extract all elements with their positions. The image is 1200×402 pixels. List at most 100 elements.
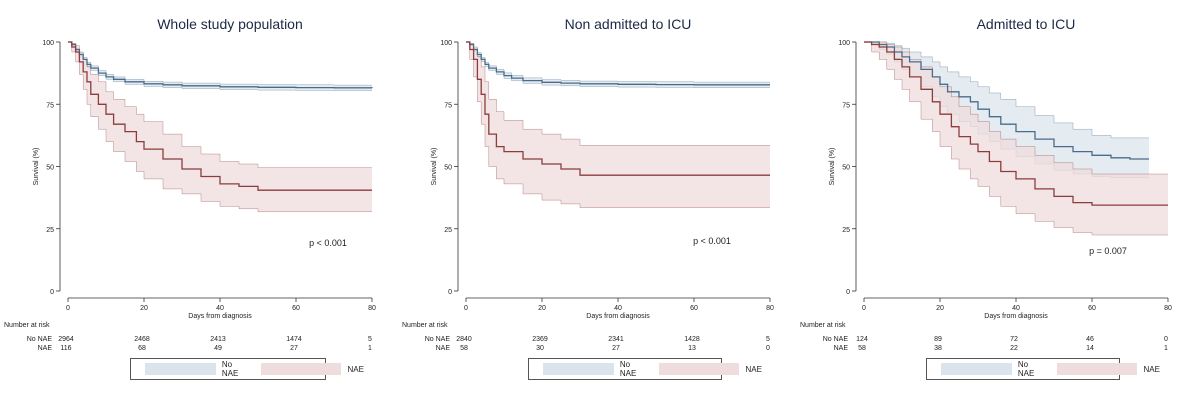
x-axis-label: Days from diagnosis — [984, 313, 1048, 320]
y-tick-label: 75 — [444, 102, 452, 109]
risk-count: 5 — [766, 336, 770, 343]
y-tick-label: 75 — [46, 102, 54, 109]
y-tick-label: 25 — [444, 227, 452, 234]
legend-label-no-nae: No NAE — [221, 360, 239, 378]
risk-count: 89 — [934, 336, 942, 343]
risk-row-label: No NAE — [425, 336, 451, 343]
y-tick-label: 0 — [448, 289, 452, 296]
x-tick-label: 80 — [368, 305, 376, 312]
p-value-annotation: p < 0.001 — [309, 238, 347, 248]
x-tick-label: 60 — [690, 305, 698, 312]
x-tick-label: 40 — [614, 305, 622, 312]
risk-count: 46 — [1086, 336, 1094, 343]
risk-count: 27 — [612, 345, 620, 352]
y-tick-label: 100 — [838, 40, 850, 47]
ci-upper-nae — [864, 41, 1168, 175]
risk-count: 1 — [368, 345, 372, 352]
risk-count: 27 — [290, 345, 298, 352]
risk-count: 1474 — [286, 336, 302, 343]
x-tick-label: 80 — [1164, 305, 1172, 312]
x-tick-label: 0 — [464, 305, 468, 312]
risk-count: 5 — [368, 336, 372, 343]
legend: No NAE NAE — [528, 358, 762, 380]
p-value-annotation: p < 0.001 — [693, 236, 731, 246]
risk-count: 30 — [536, 345, 544, 352]
risk-count: 2369 — [532, 336, 548, 343]
risk-row-label: No NAE — [27, 336, 53, 343]
legend-swatch-nae — [659, 363, 740, 375]
risk-table-header: Number at risk — [800, 322, 846, 329]
risk-count: 49 — [214, 345, 222, 352]
survival-curve-no-nae — [864, 41, 1149, 160]
risk-count: 2964 — [58, 336, 74, 343]
km-panel-non-admitted-icu: Non admitted to ICU 0 25 50 75 100 0 20 40 60 80 Su… — [398, 0, 796, 402]
chart-title: Admitted to ICU — [977, 16, 1076, 32]
legend-swatch-nae — [1057, 363, 1138, 375]
y-tick-label: 100 — [440, 40, 452, 47]
risk-count: 124 — [856, 336, 868, 343]
p-value-annotation: p = 0.007 — [1089, 246, 1127, 256]
ci-lower-nae — [466, 41, 770, 208]
ci-lower-no-nae — [466, 41, 770, 88]
y-tick-label: 0 — [50, 289, 54, 296]
x-tick-label: 60 — [292, 305, 300, 312]
survival-curve-nae — [68, 41, 372, 191]
legend-item-no-nae: No NAE — [941, 360, 1043, 378]
risk-row-label: NAE — [834, 345, 849, 352]
legend-label-nae: NAE — [347, 364, 364, 374]
risk-count: 72 — [1010, 336, 1018, 343]
x-tick-label: 60 — [1088, 305, 1096, 312]
x-tick-label: 0 — [66, 305, 70, 312]
chart-title: Non admitted to ICU — [565, 16, 692, 32]
risk-count: 68 — [138, 345, 146, 352]
risk-count: 1428 — [684, 336, 700, 343]
y-tick-label: 50 — [46, 165, 54, 172]
ci-band-nae — [466, 42, 770, 208]
x-tick-label: 40 — [1012, 305, 1020, 312]
legend-swatch-nae — [261, 363, 342, 375]
legend-item-nae: NAE — [261, 363, 364, 375]
legend: No NAE NAE — [926, 358, 1160, 380]
km-chart-svg: Admitted to ICU 0 25 50 75 100 0 20 40 60 80 Surviv… — [800, 16, 1172, 352]
risk-table-header: Number at risk — [402, 322, 448, 329]
legend-label-no-nae: No NAE — [1017, 360, 1035, 378]
risk-count: 2468 — [134, 336, 150, 343]
risk-count: 14 — [1086, 345, 1094, 352]
survival-curve-nae — [864, 41, 1168, 206]
ci-upper-no-nae — [864, 41, 1149, 139]
risk-count: 58 — [460, 345, 468, 352]
x-tick-label: 20 — [936, 305, 944, 312]
km-panel-whole-population: Whole study population 0 25 50 75 100 0 20 40 60 8… — [0, 0, 398, 402]
risk-count: 2341 — [608, 336, 624, 343]
y-axis-label: Survival (%) — [431, 148, 438, 186]
y-tick-label: 100 — [42, 40, 54, 47]
ci-lower-nae — [68, 41, 372, 213]
y-axis-label: Survival (%) — [829, 148, 836, 186]
ci-band-no-nae — [466, 42, 770, 88]
legend-label-no-nae: No NAE — [619, 360, 637, 378]
x-tick-label: 0 — [862, 305, 866, 312]
y-tick-label: 50 — [444, 165, 452, 172]
survival-curve-nae — [466, 41, 770, 176]
legend-swatch-no-nae — [145, 363, 216, 375]
x-tick-label: 20 — [140, 305, 148, 312]
km-panel-admitted-icu: Admitted to ICU 0 25 50 75 100 0 20 40 60 80 Surviv… — [796, 0, 1194, 402]
legend-swatch-no-nae — [941, 363, 1012, 375]
ci-upper-nae — [68, 41, 372, 168]
risk-count: 13 — [688, 345, 696, 352]
y-tick-label: 75 — [842, 102, 850, 109]
risk-table-header: Number at risk — [4, 322, 50, 329]
risk-count: 116 — [60, 345, 71, 352]
ci-band-nae — [68, 42, 372, 212]
ci-upper-nae — [466, 41, 770, 146]
risk-row-label: NAE — [38, 345, 53, 352]
risk-count: 1 — [1164, 345, 1168, 352]
x-tick-label: 40 — [216, 305, 224, 312]
y-tick-label: 25 — [46, 227, 54, 234]
legend-item-nae: NAE — [1057, 363, 1160, 375]
y-tick-label: 0 — [846, 289, 850, 296]
chart-title: Whole study population — [157, 16, 303, 32]
survival-curve-no-nae — [466, 41, 770, 86]
x-tick-label: 80 — [766, 305, 774, 312]
y-axis-label: Survival (%) — [33, 148, 40, 186]
